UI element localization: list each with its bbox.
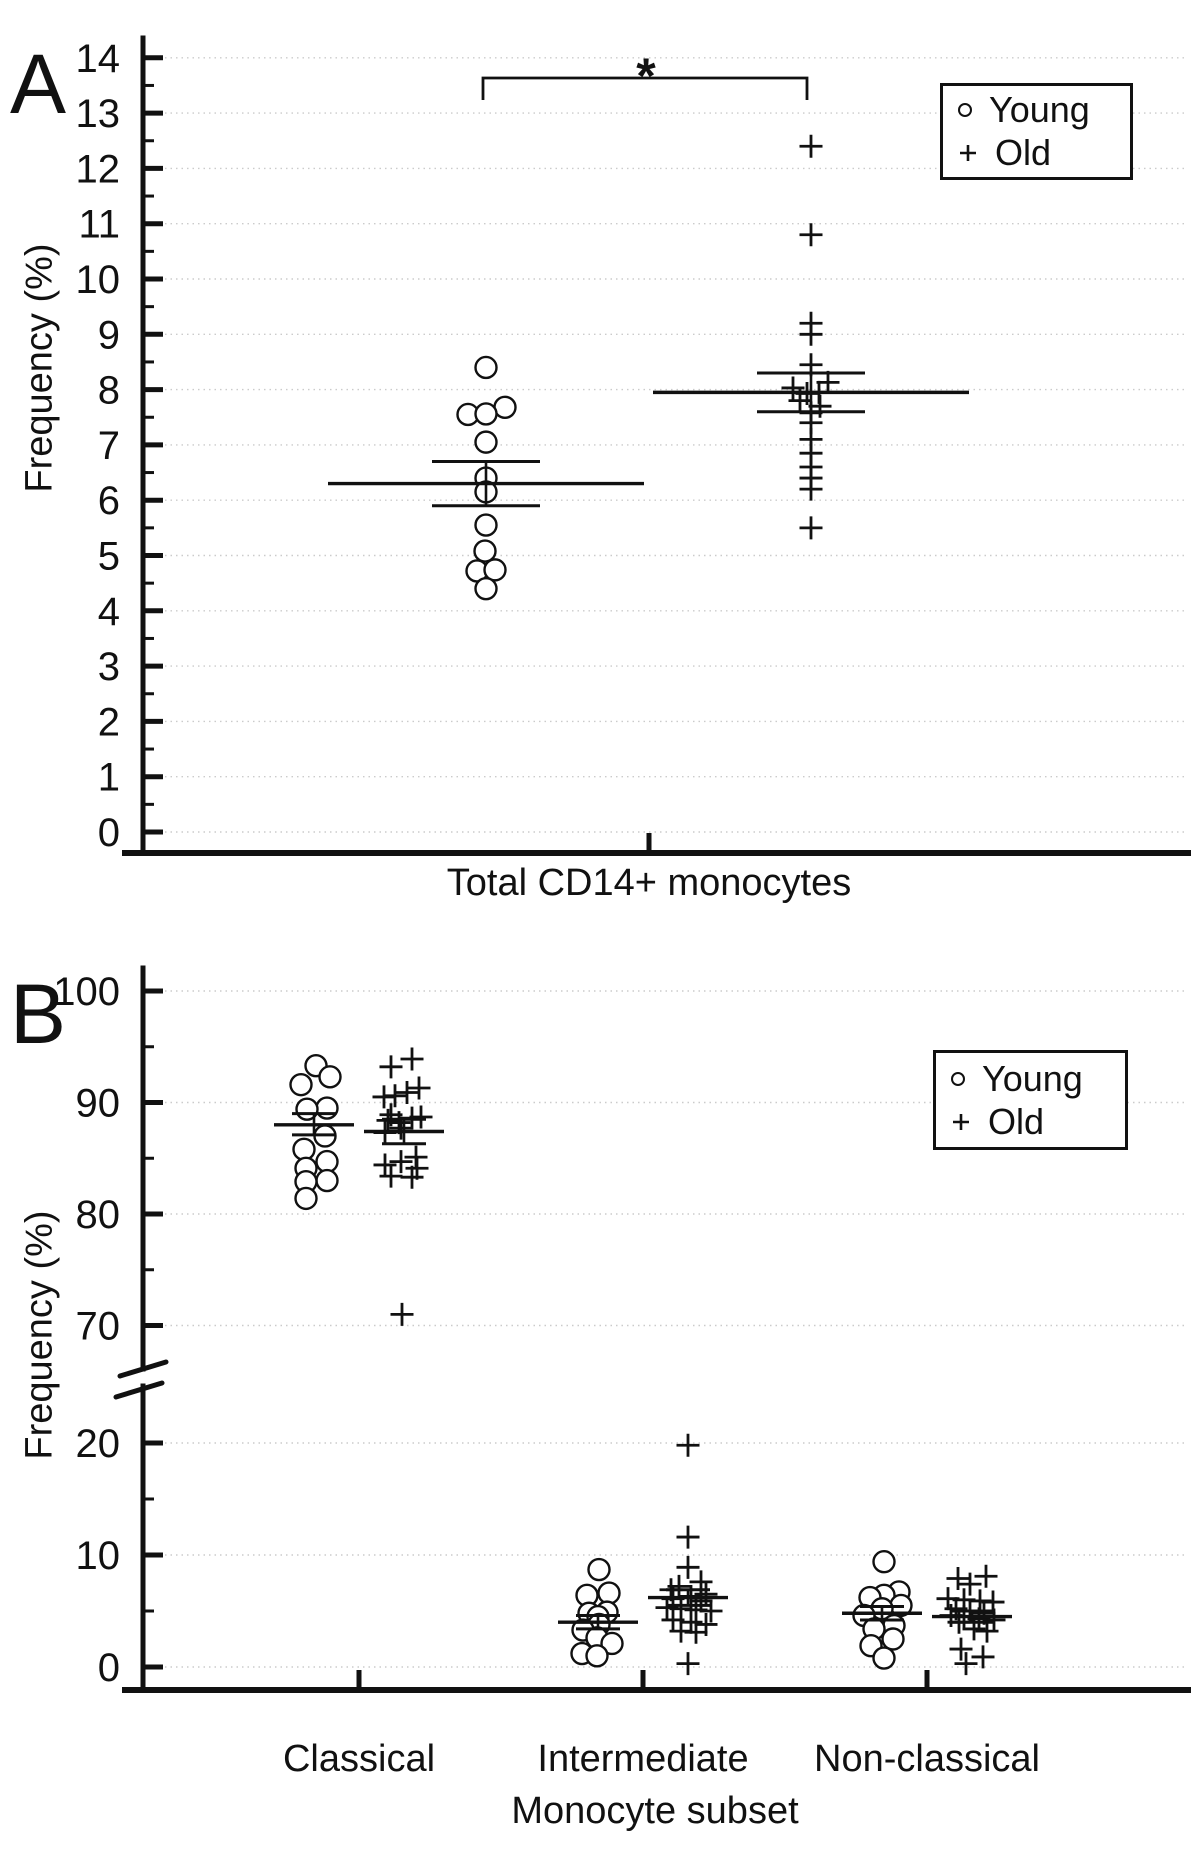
data-point-plus-Old — [395, 1080, 419, 1104]
data-point-circle-Young — [318, 1065, 342, 1089]
data-point-plus-Old — [799, 516, 823, 540]
data-point-circle-Young — [587, 1557, 611, 1582]
y-tick-label: 14 — [76, 37, 121, 81]
young-circle-marker-icon — [958, 103, 972, 117]
legend-row-young: Young — [951, 1057, 1125, 1099]
legend-young-label: Young — [982, 1057, 1083, 1099]
data-point-circle-Young — [294, 1186, 318, 1211]
y-tick-label: 70 — [76, 1305, 121, 1349]
data-point-circle-Young — [315, 1096, 339, 1120]
y-tick-label: 80 — [76, 1193, 121, 1237]
y-tick-label: 6 — [98, 479, 120, 523]
panel-a-legend: Young Old — [940, 83, 1133, 180]
legend-row-young: Young — [958, 92, 1130, 128]
y-tick-label: 0 — [98, 811, 120, 855]
y-tick-label: 8 — [98, 369, 120, 413]
data-point-circle-Young — [474, 402, 498, 426]
panel-b-x-axis-title: Monocyte subset — [511, 1790, 799, 1832]
y-tick-label: 3 — [98, 645, 120, 689]
panel-b-letter: B — [10, 967, 67, 1061]
data-point-plus-Old — [676, 1525, 700, 1549]
y-tick-label: 7 — [98, 424, 120, 468]
y-tick-label: 10 — [76, 1534, 121, 1578]
significance-asterisk: * — [636, 48, 656, 104]
category-label-classical: Classical — [282, 1738, 436, 1780]
data-point-circle-Young — [315, 1168, 339, 1193]
y-tick-label: 13 — [76, 92, 121, 136]
data-point-plus-Old — [389, 1150, 413, 1174]
legend-old-label: Old — [988, 1100, 1045, 1142]
y-tick-label: 20 — [76, 1422, 121, 1466]
data-point-plus-Old — [379, 1164, 403, 1188]
data-point-plus-Old — [958, 1572, 982, 1596]
legend-young-label: Young — [989, 89, 1090, 130]
data-point-plus-Old — [676, 1652, 700, 1676]
data-point-plus-Old — [373, 1153, 397, 1177]
young-circle-marker-icon — [951, 1071, 965, 1086]
data-point-plus-Old — [400, 1047, 424, 1071]
category-label-non-classical: Non-classical — [814, 1738, 1040, 1780]
data-point-circle-Young — [289, 1072, 313, 1097]
old-plus-marker-icon — [953, 1113, 969, 1130]
data-point-circle-Young — [872, 1550, 896, 1574]
data-point-plus-Old — [799, 477, 823, 501]
data-point-plus-Old — [799, 322, 823, 346]
data-point-plus-Old — [974, 1564, 998, 1588]
data-point-circle-Young — [474, 576, 498, 601]
data-point-plus-Old — [971, 1645, 995, 1669]
data-point-circle-Young — [474, 355, 498, 380]
data-point-plus-Old — [799, 134, 823, 158]
y-tick-label: 90 — [76, 1082, 121, 1126]
data-point-plus-Old — [407, 1076, 431, 1100]
data-point-plus-Old — [946, 1567, 970, 1591]
data-point-plus-Old — [372, 1085, 396, 1109]
data-point-circle-Young — [474, 513, 498, 537]
data-point-circle-Young — [474, 430, 498, 454]
y-tick-label: 0 — [98, 1646, 120, 1690]
axis-break-slash — [113, 1380, 165, 1400]
old-plus-marker-icon — [960, 145, 976, 161]
data-point-plus-Old — [684, 1620, 708, 1644]
data-point-plus-Old — [379, 1055, 403, 1079]
y-tick-label: 100 — [53, 970, 120, 1014]
data-point-plus-Old — [676, 1433, 700, 1457]
data-point-plus-Old — [954, 1652, 978, 1676]
data-point-plus-Old — [799, 223, 823, 247]
y-tick-label: 12 — [76, 147, 121, 191]
data-point-circle-Young — [597, 1581, 621, 1605]
legend-old-label: Old — [995, 132, 1052, 173]
data-point-circle-Young — [585, 1644, 609, 1668]
data-point-plus-Old — [390, 1302, 414, 1326]
significance-bracket — [481, 76, 809, 100]
y-tick-label: 9 — [98, 313, 120, 357]
y-tick-label: 5 — [98, 535, 120, 579]
data-point-circle-Young — [292, 1137, 316, 1162]
data-point-circle-Young — [881, 1627, 905, 1651]
panel-a-y-axis-title: Frequency (%) — [18, 243, 61, 493]
data-point-plus-Old — [781, 376, 805, 400]
panel-a-letter: A — [10, 37, 67, 131]
panel-b-legend: Young Old — [933, 1050, 1128, 1150]
legend-row-old: Old — [958, 135, 1130, 171]
panel-a-category-label: Total CD14+ monocytes — [446, 862, 852, 904]
data-point-plus-Old — [676, 1555, 700, 1579]
data-point-plus-Old — [400, 1165, 424, 1189]
y-tick-label: 1 — [98, 756, 120, 800]
legend-row-old: Old — [951, 1100, 1125, 1142]
panel-b-y-axis-title: Frequency (%) — [18, 1210, 61, 1460]
category-label-intermediate: Intermediate — [537, 1738, 749, 1780]
y-tick-label: 2 — [98, 700, 120, 744]
y-tick-label: 4 — [98, 590, 120, 634]
axis-break-slash — [117, 1359, 169, 1379]
y-tick-label: 10 — [76, 258, 121, 302]
data-point-plus-Old — [949, 1637, 973, 1661]
y-tick-label: 11 — [78, 203, 120, 247]
data-point-circle-Young — [473, 539, 497, 563]
data-point-circle-Young — [483, 558, 507, 582]
data-point-plus-Old — [699, 1599, 723, 1623]
data-point-circle-Young — [872, 1646, 896, 1670]
data-point-circle-Young — [600, 1631, 624, 1656]
